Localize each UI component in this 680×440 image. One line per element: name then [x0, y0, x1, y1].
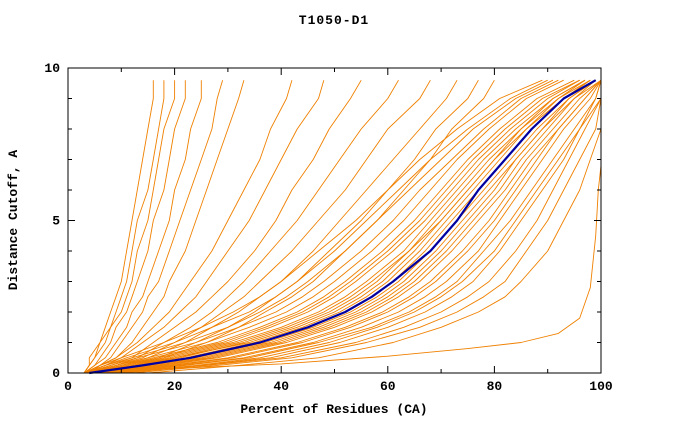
model-curve — [105, 79, 596, 374]
model-curve — [83, 80, 165, 374]
x-axis-label: Percent of Residues (CA) — [240, 402, 427, 417]
model-curve — [89, 79, 580, 374]
chart-title: T1050-D1 — [299, 13, 369, 28]
model-curve — [83, 80, 154, 374]
model-curve — [121, 80, 602, 374]
model-curve — [83, 165, 602, 374]
x-tick-label: 20 — [167, 379, 183, 394]
model-curve — [121, 80, 602, 374]
model-curve — [94, 79, 586, 374]
model-curve — [147, 80, 602, 374]
y-tick-label: 10 — [44, 61, 60, 76]
model-curve — [99, 79, 596, 374]
model-curve — [115, 80, 602, 374]
x-tick-label: 40 — [273, 379, 289, 394]
model-curve — [115, 80, 602, 374]
model-curve — [89, 79, 362, 374]
model-curve — [83, 80, 202, 374]
x-tick-label: 100 — [589, 379, 613, 394]
model-curve — [89, 79, 431, 374]
axes: 0 20 40 60 80 100 0 5 10 — [44, 61, 613, 394]
model-curve — [110, 79, 602, 374]
model-curve — [83, 80, 293, 374]
model-curve — [83, 79, 554, 374]
model-curve — [89, 80, 245, 374]
model-curve — [83, 80, 176, 374]
x-tick-label: 0 — [64, 379, 72, 394]
y-tick-label: 5 — [52, 214, 60, 229]
model-curve — [94, 79, 586, 374]
x-tick-label: 60 — [380, 379, 396, 394]
model-curve — [89, 79, 575, 374]
model-curve — [110, 79, 602, 374]
model-curve — [89, 79, 399, 374]
y-tick-label: 0 — [52, 366, 60, 381]
model-curve — [89, 79, 580, 374]
model-curve — [105, 79, 602, 374]
y-axis-label: Distance Cutoff, A — [6, 150, 21, 291]
model-curve — [83, 79, 543, 374]
model-curve — [83, 80, 224, 374]
model-curve — [83, 79, 564, 374]
highlight-curve — [89, 79, 597, 375]
model-curve — [83, 79, 548, 374]
model-curve — [83, 80, 325, 374]
model-curve — [94, 79, 591, 374]
x-tick-label: 80 — [487, 379, 503, 394]
series-lines — [83, 79, 602, 375]
model-curve — [99, 79, 602, 374]
model-curve — [131, 80, 602, 374]
model-curve — [83, 80, 186, 374]
model-curve — [105, 79, 602, 374]
model-curve — [94, 79, 586, 374]
model-curve — [83, 79, 559, 374]
